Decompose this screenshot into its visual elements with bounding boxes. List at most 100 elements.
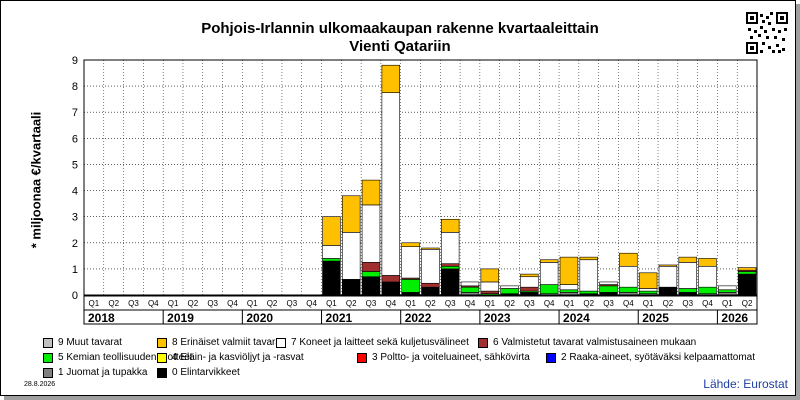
bar-segment <box>460 281 480 287</box>
bar-segment <box>678 288 697 293</box>
quarter-label: Q3 <box>445 299 456 308</box>
legend-swatch-7 <box>276 337 286 348</box>
bar-segment <box>737 273 757 296</box>
quarter-label: Q2 <box>267 299 278 308</box>
bar-segment <box>361 179 381 206</box>
bar-segment <box>678 256 697 263</box>
legend-label-2: 2 Raaka-aineet, syötäväksi kelpaamattoma… <box>561 352 755 363</box>
bar-segment <box>678 262 697 289</box>
legend-item-2: 2 Raaka-aineet, syötäväksi kelpaamattoma… <box>546 352 755 363</box>
bar-segment <box>619 252 638 267</box>
quarter-label: Q4 <box>544 299 555 308</box>
bar-segment <box>638 288 658 292</box>
quarter-label: Q3 <box>366 299 377 308</box>
year-label: 2019 <box>167 311 194 325</box>
bar-segment <box>421 247 440 250</box>
bar-segment <box>718 285 737 291</box>
bar-segment <box>421 286 440 296</box>
bar-segment <box>559 289 579 293</box>
bar-segment <box>520 286 539 292</box>
quarter-label: Q4 <box>148 299 159 308</box>
legend-label-1: 1 Juomat ja tupakka <box>58 367 148 378</box>
quarter-label: Q1 <box>405 299 416 308</box>
year-label: 2025 <box>642 311 669 325</box>
y-tick-label: 7 <box>72 107 78 119</box>
year-label: 2023 <box>484 311 511 325</box>
bar-segment <box>342 195 361 233</box>
bar-segment <box>361 276 381 296</box>
quarter-label: Q3 <box>524 299 535 308</box>
y-tick-label: 0 <box>72 290 78 302</box>
legend-item-7: 7 Koneet ja laitteet sekä kuljetusväline… <box>276 337 469 348</box>
year-label: 2021 <box>326 311 353 325</box>
bar-segment <box>401 242 420 247</box>
legend-swatch-8 <box>157 337 167 348</box>
legend-swatch-5 <box>43 352 53 363</box>
quarter-label: Q1 <box>564 299 575 308</box>
legend-swatch-2 <box>546 352 556 363</box>
quarter-label: Q2 <box>742 299 753 308</box>
chart-plot: 0 1 2 3 4 5 6 7 8 9 Q1 Q2 Q3 Q4 Q1 Q2 Q3 Q4 Q1 Q2 Q3 Q4 Q1 Q2 Q3… <box>72 55 758 325</box>
quarter-label: Q4 <box>385 299 396 308</box>
bar-segment <box>381 92 401 276</box>
bar-segment <box>638 290 658 294</box>
bar-segment <box>559 284 579 291</box>
legend-label-4: 4 Eläin- ja kasviöljyt ja -rasvat <box>172 352 304 363</box>
bar-segment <box>440 268 460 296</box>
bar-segment <box>539 259 559 263</box>
legend-item-4: 4 Eläin- ja kasviöljyt ja -rasvat <box>157 352 304 363</box>
quarter-label: Q3 <box>603 299 614 308</box>
quarter-label: Q2 <box>346 299 357 308</box>
bar-segment <box>658 265 678 288</box>
quarter-label: Q2 <box>583 299 594 308</box>
bar-segment <box>322 260 341 296</box>
year-label: 2020 <box>246 311 273 325</box>
bar-segment <box>381 275 401 283</box>
bar-segment <box>361 271 381 278</box>
bar-segment <box>718 289 737 293</box>
y-tick-label: 9 <box>72 55 78 67</box>
date-stamp: 28.8.2026 <box>24 381 56 388</box>
plot-border <box>83 59 758 296</box>
chart-subtitle: Vienti Qatariin <box>349 38 451 55</box>
bar-segment <box>520 273 539 278</box>
bar-segment <box>401 246 420 279</box>
bar-segment <box>539 262 559 285</box>
chart-title: Pohjois-Irlannin ulkomaakaupan rakenne k… <box>201 20 599 37</box>
quarter-label: Q1 <box>326 299 337 308</box>
bar-segment <box>698 286 717 294</box>
y-tick-label: 6 <box>72 133 78 145</box>
bar-segment <box>421 249 440 284</box>
quarter-label: Q4 <box>623 299 634 308</box>
legend-item-3: 3 Poltto- ja voiteluaineet, sähkövirta <box>357 352 530 363</box>
y-tick-label: 2 <box>72 238 78 250</box>
quarter-label: Q3 <box>682 299 693 308</box>
bar-segment <box>500 285 519 289</box>
quarter-label: Q2 <box>504 299 515 308</box>
quarter-label: Q1 <box>168 299 179 308</box>
quarter-label: Q3 <box>207 299 218 308</box>
quarter-label: Q1 <box>247 299 258 308</box>
quarter-label: Q4 <box>702 299 713 308</box>
bar-segment <box>342 279 361 296</box>
legend-item-1: 1 Juomat ja tupakka <box>43 367 148 378</box>
quarter-label: Q3 <box>128 299 139 308</box>
legend-swatch-0 <box>157 367 167 378</box>
bar-segment <box>520 276 539 288</box>
bar-segment <box>322 216 341 246</box>
legend-label-6: 6 Valmistetut tavarat valmistusaineen mu… <box>493 337 697 348</box>
bar-segment <box>460 286 480 293</box>
quarter-label: Q1 <box>643 299 654 308</box>
y-tick-label: 4 <box>72 186 78 198</box>
bar-segment <box>599 281 618 285</box>
y-tick-label: 1 <box>72 264 78 276</box>
year-label: 2018 <box>88 311 115 325</box>
legend-item-6: 6 Valmistetut tavarat valmistusaineen mu… <box>478 337 696 348</box>
legend-item-8: 8 Erinäiset valmiit tavarat <box>157 337 284 348</box>
quarter-label: Q2 <box>425 299 436 308</box>
y-tick-label: 8 <box>72 81 78 93</box>
legend-item-0: 0 Elintarvikkeet <box>157 367 240 378</box>
bar-segment <box>440 265 460 270</box>
bar-segment <box>500 288 519 294</box>
bar-segment <box>322 245 341 259</box>
